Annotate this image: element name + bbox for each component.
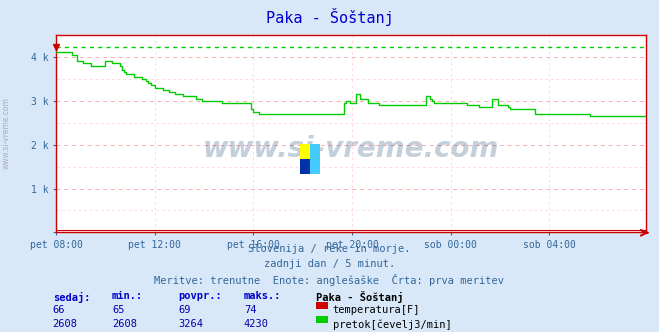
Text: 74: 74 (244, 305, 256, 315)
Bar (310, 144, 320, 159)
Text: sedaj:: sedaj: (53, 291, 90, 302)
Text: Meritve: trenutne  Enote: anglešaške  Črta: prva meritev: Meritve: trenutne Enote: anglešaške Črta… (154, 274, 505, 286)
Text: www.si-vreme.com: www.si-vreme.com (2, 97, 11, 169)
Text: povpr.:: povpr.: (178, 291, 221, 301)
Bar (300, 144, 310, 159)
Text: min.:: min.: (112, 291, 143, 301)
Text: zadnji dan / 5 minut.: zadnji dan / 5 minut. (264, 259, 395, 269)
Text: 2608: 2608 (53, 319, 78, 329)
Text: maks.:: maks.: (244, 291, 281, 301)
Text: 69: 69 (178, 305, 190, 315)
Text: 65: 65 (112, 305, 125, 315)
Text: 3264: 3264 (178, 319, 203, 329)
Text: 4230: 4230 (244, 319, 269, 329)
Text: Slovenija / reke in morje.: Slovenija / reke in morje. (248, 244, 411, 254)
Bar (300, 159, 310, 174)
Text: www.si-vreme.com: www.si-vreme.com (203, 135, 499, 163)
Text: 66: 66 (53, 305, 65, 315)
Text: Paka - Šoštanj: Paka - Šoštanj (266, 8, 393, 26)
Text: 2608: 2608 (112, 319, 137, 329)
Text: temperatura[F]: temperatura[F] (333, 305, 420, 315)
Text: Paka - Šoštanj: Paka - Šoštanj (316, 291, 404, 303)
Text: pretok[čevelj3/min]: pretok[čevelj3/min] (333, 319, 451, 330)
Bar (310, 159, 320, 174)
